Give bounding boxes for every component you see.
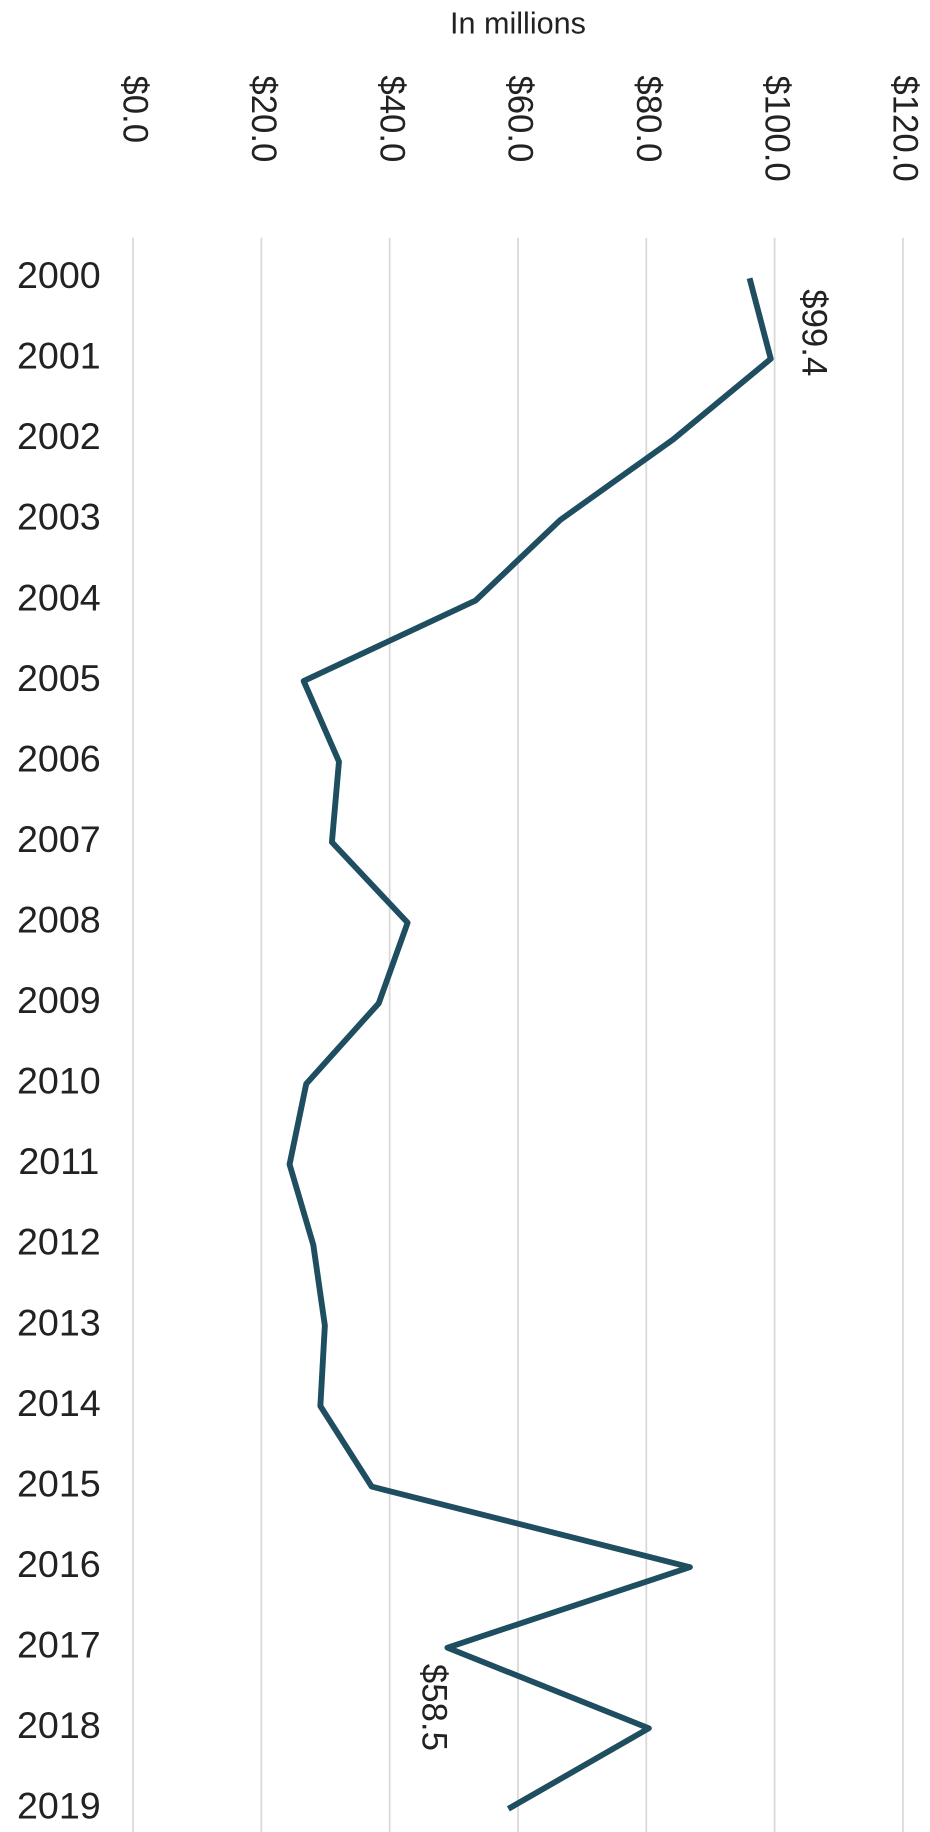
y-tick-label: 2009 (17, 979, 101, 1021)
y-tick-label: 2000 (17, 254, 101, 296)
y-tick-label: 2013 (17, 1302, 101, 1344)
y-tick-label: 2012 (17, 1221, 101, 1263)
y-tick-label: 2015 (17, 1463, 101, 1505)
data-label: $58.5 (414, 1664, 453, 1751)
y-tick-label: 2014 (17, 1382, 101, 1424)
y-tick-label: 2004 (17, 577, 101, 619)
y-tick-label: 2008 (17, 899, 101, 941)
x-tick-label: $20.0 (244, 75, 283, 162)
x-tick-label: $80.0 (629, 75, 668, 162)
x-tick-label: $100.0 (757, 75, 796, 181)
y-tick-label: 2011 (18, 1140, 99, 1182)
data-label: $99.4 (795, 289, 834, 376)
y-tick-label: 2001 (17, 335, 101, 377)
y-tick-label: 2005 (17, 657, 101, 699)
x-tick-label: $120.0 (886, 75, 925, 181)
x-tick-label: $40.0 (372, 75, 411, 162)
y-tick-label: 2018 (17, 1704, 101, 1746)
y-tick-label: 2016 (17, 1543, 101, 1585)
x-tick-label: $0.0 (116, 75, 155, 143)
y-tick-label: 2002 (17, 415, 101, 457)
axis-title: In millions (450, 8, 586, 41)
y-tick-label: 2007 (17, 818, 101, 860)
y-tick-label: 2010 (17, 1060, 101, 1102)
line (286, 277, 774, 1812)
y-tick-label: 2003 (17, 496, 101, 538)
y-tick-label: 2017 (17, 1624, 101, 1666)
y-tick-label: 2006 (17, 738, 101, 780)
y-tick-label: 2019 (17, 1785, 101, 1827)
x-tick-label: $60.0 (501, 75, 540, 162)
